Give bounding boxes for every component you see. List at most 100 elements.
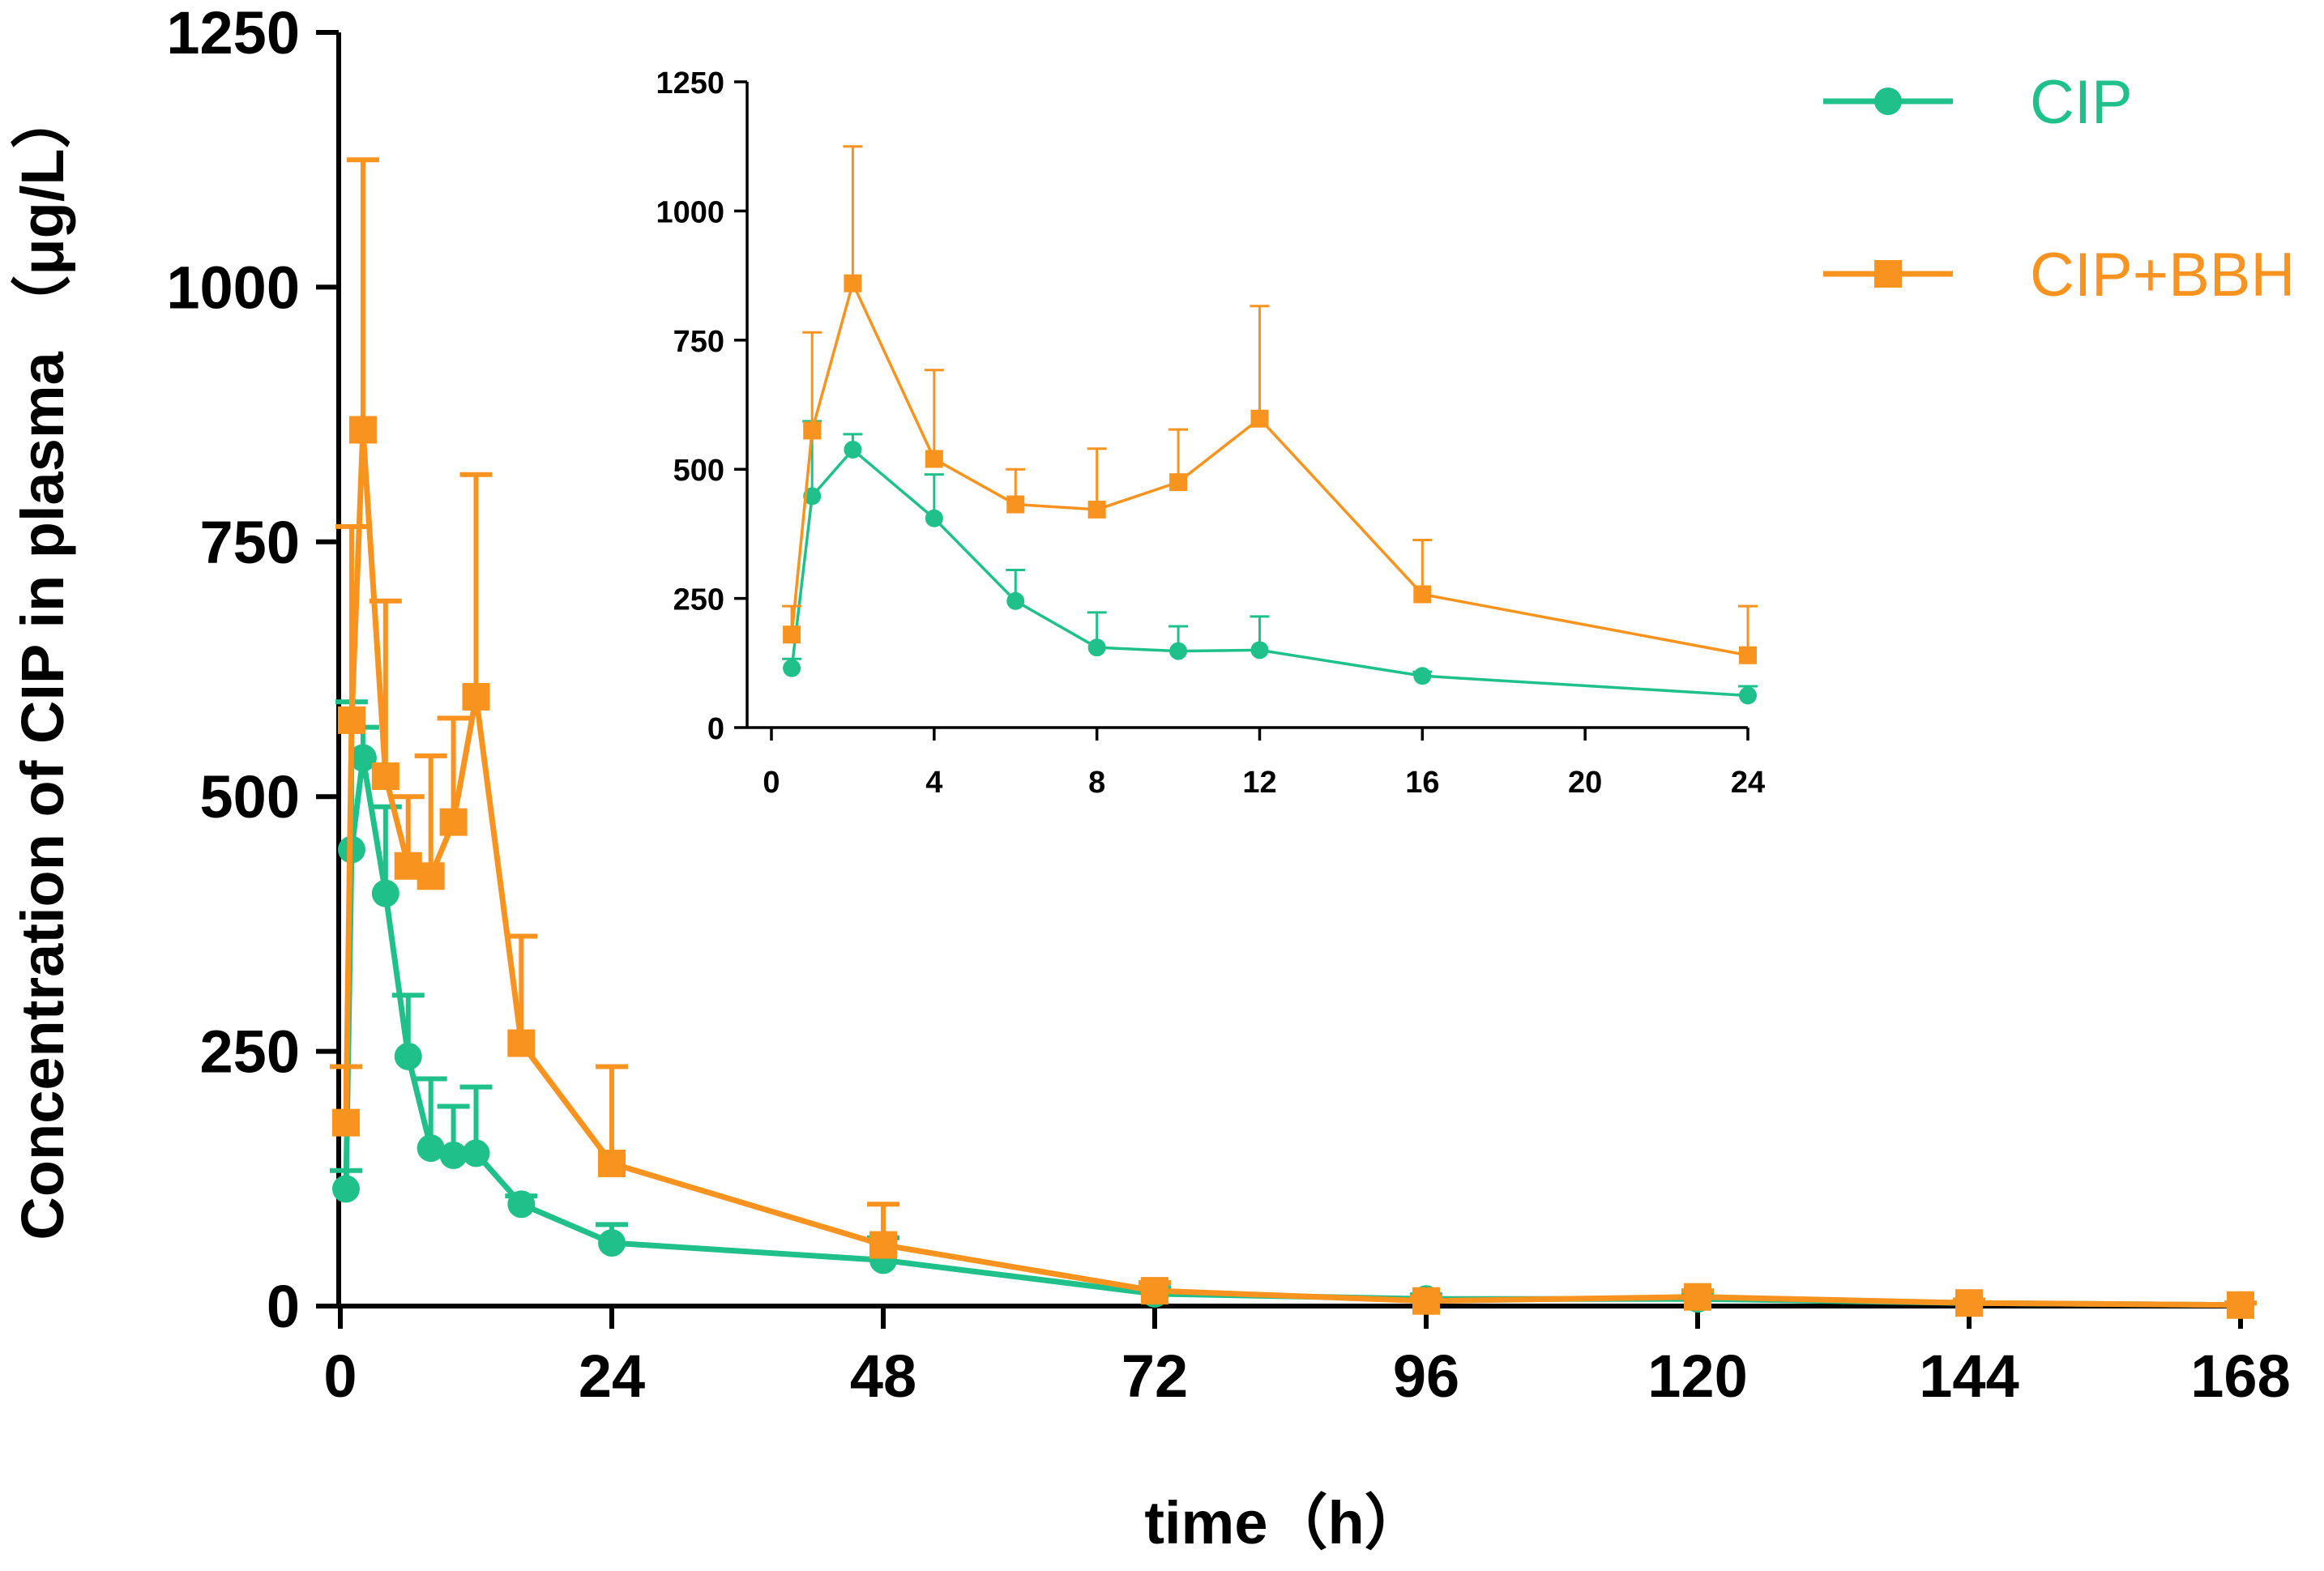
data-point [1141, 1277, 1168, 1305]
main-y-tick-label: 500 [200, 763, 300, 830]
inset-plot: 0 4 8 12 16 20 24 0 250 500 750 1000 1250 [656, 66, 1765, 800]
inset-x-tick-label: 24 [1731, 766, 1765, 800]
data-point [348, 416, 377, 444]
data-point [1087, 500, 1106, 519]
data-point [1087, 638, 1106, 657]
series-line [790, 448, 1749, 698]
main-x-tick-label: 144 [1919, 1343, 2019, 1410]
data-point [462, 682, 490, 711]
data-point [331, 1108, 360, 1137]
error-bar [802, 331, 822, 431]
data-point [803, 487, 822, 506]
data-point [783, 659, 801, 677]
data-point [1250, 409, 1269, 428]
data-point [1684, 1283, 1711, 1311]
main-x-tick-label: 168 [2190, 1343, 2290, 1410]
main-y-tick-label: 1250 [166, 0, 300, 66]
data-point [598, 1149, 626, 1177]
data-point [1413, 585, 1432, 604]
data-point [439, 1141, 468, 1169]
legend-marker-cip [1874, 88, 1902, 115]
inset-y-tick-label: 1250 [656, 66, 724, 100]
legend: CIP CIP+BBH [1823, 68, 2295, 310]
data-point [1250, 641, 1269, 660]
data-point [925, 450, 943, 468]
inset-x-tick-label: 20 [1568, 766, 1602, 800]
inset-y-tick-label: 1000 [656, 195, 724, 229]
legend-label-cip: CIP [2030, 68, 2133, 137]
error-bar [1087, 447, 1107, 510]
error-bar [414, 753, 447, 877]
inset-y-tick-label: 500 [673, 454, 724, 488]
data-point [1955, 1289, 1983, 1317]
main-y-tick-label: 250 [200, 1018, 300, 1086]
y-axis-title: Concentration of CIP in plasma （μg/L） [9, 88, 76, 1240]
data-point [925, 509, 943, 527]
error-bar [596, 1064, 628, 1163]
data-point [507, 1190, 536, 1219]
main-x-tick-label: 0 [323, 1343, 357, 1410]
error-bar [924, 369, 944, 459]
main-x-tick-label: 72 [1121, 1343, 1188, 1410]
data-point [507, 1029, 536, 1057]
data-point [348, 744, 377, 772]
inset-y-tick-label: 0 [707, 712, 724, 746]
legend-marker-cip-bbh [1874, 260, 1902, 288]
data-point [803, 421, 822, 440]
x-axis-title: time（h） [1144, 1489, 1424, 1556]
data-point [844, 274, 862, 292]
error-bar [843, 145, 863, 284]
main-series-cip [329, 699, 2257, 1319]
legend-item-cip: CIP [1823, 68, 2133, 137]
data-point [417, 862, 445, 890]
inset-y-tick-label: 250 [673, 583, 724, 617]
main-x-tick-label: 120 [1647, 1343, 1747, 1410]
inset-series-cip [782, 420, 1758, 705]
main-y-tick-label: 0 [267, 1273, 300, 1340]
data-point [1169, 642, 1188, 660]
data-point [783, 625, 801, 644]
data-point [1413, 667, 1432, 685]
data-point [1412, 1287, 1440, 1315]
data-point [1739, 686, 1757, 705]
main-x-tick-label: 48 [850, 1343, 916, 1410]
data-point [1006, 591, 1025, 610]
data-point [371, 879, 399, 907]
data-point [2227, 1291, 2254, 1319]
inset-x-tick-label: 12 [1242, 766, 1276, 800]
error-bar [437, 715, 470, 822]
data-point [844, 440, 862, 459]
series-line [790, 281, 1749, 657]
error-bar [1250, 305, 1270, 419]
inset-y-tick-label: 750 [673, 325, 724, 359]
main-series-cip-bbh [329, 157, 2257, 1319]
inset-x-tick-label: 16 [1405, 766, 1439, 800]
data-point [417, 1134, 445, 1163]
main-y-tick-label: 1000 [166, 254, 300, 321]
data-point [394, 1042, 422, 1070]
error-bar [346, 157, 379, 430]
inset-x-tick-label: 0 [763, 766, 780, 800]
data-point [439, 808, 468, 836]
data-point [371, 762, 399, 791]
data-point [1739, 646, 1757, 664]
data-point [1169, 473, 1188, 492]
data-point [337, 706, 365, 734]
data-point [1006, 495, 1025, 514]
inset-x-tick-label: 8 [1088, 766, 1105, 800]
data-point [331, 1175, 360, 1203]
inset-x-tick-label: 4 [925, 766, 942, 800]
main-x-tick-label: 24 [579, 1343, 645, 1410]
error-bar [459, 472, 493, 697]
series-line [343, 426, 2241, 1308]
legend-label-cip-bbh: CIP+BBH [2030, 241, 2295, 310]
main-y-tick-label: 750 [200, 509, 300, 576]
data-point [869, 1231, 897, 1259]
data-point [598, 1229, 626, 1257]
series-line [343, 754, 2241, 1308]
data-point [462, 1139, 490, 1168]
main-x-tick-label: 96 [1393, 1343, 1459, 1410]
inset-series-cip-bbh [782, 145, 1758, 664]
